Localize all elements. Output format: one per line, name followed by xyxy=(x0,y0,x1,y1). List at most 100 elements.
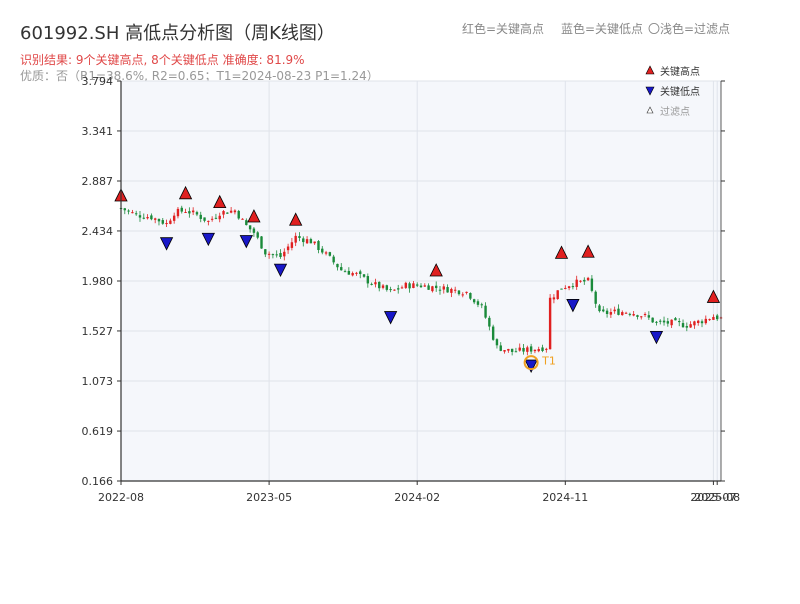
candle-body-135 xyxy=(632,314,635,316)
candle-body-74 xyxy=(400,287,404,289)
candle-body-70 xyxy=(385,285,389,290)
candle-body-30 xyxy=(233,210,237,213)
candle-body-32 xyxy=(241,218,244,220)
key-point-markers xyxy=(114,185,721,373)
x-tick-label-3: 2024-11 xyxy=(542,491,588,504)
candle-body-128 xyxy=(605,310,609,314)
candle-body-141 xyxy=(655,321,658,323)
key-low-marker-3 xyxy=(273,263,288,278)
key-high-marker-1 xyxy=(178,185,193,200)
legend-filtered-label: 过滤点 xyxy=(660,105,690,118)
candle-body-35 xyxy=(252,228,256,233)
candle-body-65 xyxy=(366,276,370,284)
candle-body-139 xyxy=(647,315,651,318)
candle-body-156 xyxy=(712,316,715,320)
candle-body-19 xyxy=(191,210,195,213)
candle-body-88 xyxy=(453,289,457,291)
candle-body-46 xyxy=(294,235,297,243)
candle-body-24 xyxy=(210,218,214,220)
legend-right: 关键高点 关键低点 过滤点 xyxy=(645,65,700,118)
candle-body-47 xyxy=(298,236,301,238)
candle-body-59 xyxy=(343,271,347,273)
y-tick-label-3: 1.527 xyxy=(82,325,114,338)
candle-body-102 xyxy=(507,348,510,351)
candle-body-122 xyxy=(583,279,586,282)
candle-body-62 xyxy=(355,272,358,274)
x-tick-label-1: 2023-05 xyxy=(246,491,292,504)
candle-body-26 xyxy=(218,215,221,220)
candle-body-2 xyxy=(127,210,130,212)
candle-body-153 xyxy=(700,321,704,324)
candle-body-42 xyxy=(279,253,282,258)
y-tick-label-4: 1.980 xyxy=(82,275,114,288)
candle-body-90 xyxy=(461,294,464,296)
candle-body-119 xyxy=(571,286,575,288)
candle-body-61 xyxy=(351,273,354,276)
candle-body-75 xyxy=(404,282,408,288)
candle-body-84 xyxy=(438,289,442,291)
key-high-marker-4 xyxy=(289,212,303,226)
candle-body-27 xyxy=(222,211,225,215)
legend-top-red: 红色=关键高点 xyxy=(462,21,544,36)
candle-body-48 xyxy=(302,238,305,243)
t1-annotation: T1 xyxy=(523,355,556,371)
candle-body-80 xyxy=(423,285,426,287)
candle-body-51 xyxy=(313,241,316,244)
candle-body-66 xyxy=(370,283,373,285)
candle-body-83 xyxy=(434,285,438,289)
key-high-marker-6 xyxy=(554,245,569,259)
key-low-marker-1 xyxy=(201,232,215,247)
candle-body-50 xyxy=(309,239,313,244)
candle-body-149 xyxy=(685,326,689,328)
candle-body-101 xyxy=(503,350,506,352)
y-tick-label-7: 3.341 xyxy=(82,125,114,138)
candle-body-15 xyxy=(176,208,180,217)
candle-body-100 xyxy=(499,345,502,351)
candle-body-22 xyxy=(203,217,206,221)
x-tick-label-2: 2024-02 xyxy=(394,491,440,504)
candle-body-63 xyxy=(359,271,362,275)
candle-body-132 xyxy=(621,312,624,316)
candle-body-123 xyxy=(586,277,590,281)
key-high-marker-2 xyxy=(213,194,227,209)
candle-body-43 xyxy=(283,251,286,257)
candle-body-106 xyxy=(522,347,525,352)
candle-body-151 xyxy=(693,321,696,326)
y-tick-label-1: 0.619 xyxy=(82,425,114,438)
candle-body-155 xyxy=(708,319,711,321)
candle-body-37 xyxy=(260,236,263,249)
candle-body-29 xyxy=(229,210,233,213)
candle-body-92 xyxy=(469,293,472,299)
candle-body-99 xyxy=(495,339,499,346)
candle-body-58 xyxy=(340,267,343,271)
y-tick-label-6: 2.887 xyxy=(82,175,114,188)
candle-body-145 xyxy=(670,319,673,326)
candle-body-137 xyxy=(640,316,643,318)
candle-body-31 xyxy=(237,210,240,219)
candlestick-series xyxy=(119,205,723,356)
candle-body-95 xyxy=(480,304,483,306)
candle-body-94 xyxy=(476,301,480,305)
y-tick-label-2: 1.073 xyxy=(82,375,114,388)
candle-body-126 xyxy=(598,305,601,312)
candle-body-125 xyxy=(594,291,597,304)
candle-body-147 xyxy=(678,321,681,323)
candle-body-72 xyxy=(393,289,396,291)
candle-body-49 xyxy=(305,239,309,244)
quality-summary: 优质：否（R1=38.6%, R2=0.65；T1=2024-08-23 P1=… xyxy=(20,69,379,83)
x-tick-label-0: 2022-08 xyxy=(98,491,144,504)
candle-body-13 xyxy=(169,220,172,224)
candle-body-143 xyxy=(662,320,666,323)
key-high-marker-5 xyxy=(429,263,443,277)
candle-body-112 xyxy=(545,348,548,350)
candle-body-108 xyxy=(529,346,533,352)
candle-body-129 xyxy=(609,312,613,315)
candle-body-38 xyxy=(264,249,267,255)
candle-body-1 xyxy=(123,208,126,211)
candle-body-120 xyxy=(575,279,578,287)
candle-body-36 xyxy=(256,232,259,238)
candle-body-55 xyxy=(328,252,332,256)
candle-body-5 xyxy=(138,215,142,218)
candle-body-115 xyxy=(556,290,559,300)
key-low-marker-7 xyxy=(649,331,664,345)
